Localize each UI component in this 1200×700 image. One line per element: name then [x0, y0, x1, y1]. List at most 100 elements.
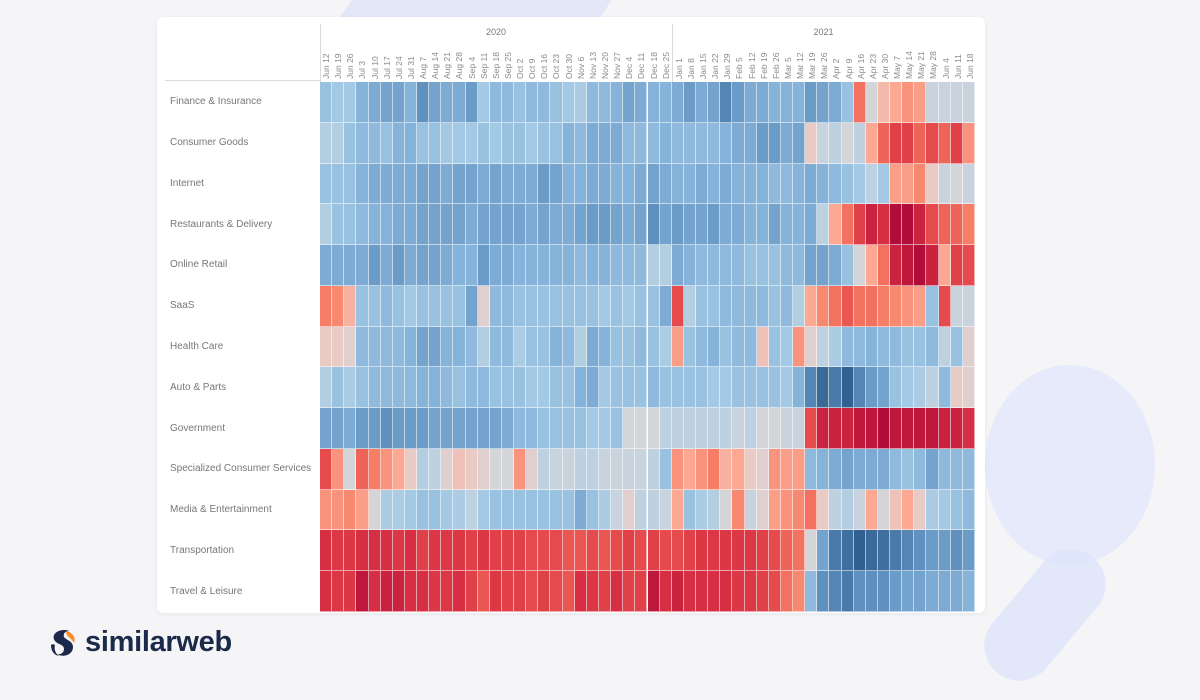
heatmap-cell: [902, 571, 915, 612]
heatmap-cell: [708, 530, 721, 572]
heatmap-cell: [611, 245, 624, 286]
heatmap-cell: [562, 408, 575, 449]
column-label: Nov 6: [575, 56, 586, 79]
heatmap-cell: [962, 408, 975, 449]
heatmap-cell: [344, 326, 357, 368]
heatmap-cell: [793, 163, 806, 205]
column-label: May 21: [916, 51, 927, 79]
heatmap-cell: [404, 245, 418, 286]
heatmap-cell: [453, 326, 466, 368]
heatmap-cell: [938, 408, 951, 449]
heatmap-cell: [817, 367, 830, 409]
heatmap-cell: [671, 326, 684, 368]
heatmap-cell: [550, 204, 563, 246]
heatmap-cell: [768, 245, 781, 286]
heatmap-cell: [817, 82, 830, 123]
heatmap-cell: [914, 122, 927, 164]
heatmap-cell: [938, 245, 951, 286]
heatmap-cell: [744, 245, 757, 286]
heatmap-cell: [368, 163, 381, 205]
heatmap-cell: [332, 245, 345, 286]
heatmap-cell: [780, 82, 794, 123]
heatmap-cell: [465, 489, 478, 531]
heatmap-cell: [696, 326, 709, 368]
heatmap-cell: [890, 163, 903, 205]
heatmap-cell: [708, 408, 721, 449]
heatmap-cell: [671, 245, 684, 286]
heatmap-cell: [514, 326, 527, 368]
heatmap-cell: [465, 122, 478, 164]
heatmap-cell: [817, 408, 830, 449]
heatmap-cell: [683, 82, 696, 123]
heatmap-cell: [865, 82, 878, 123]
heatmap-cell: [890, 326, 903, 368]
heatmap-cell: [623, 530, 636, 572]
heatmap-cell: [756, 367, 769, 409]
heatmap-cell: [756, 571, 769, 612]
heatmap-cell: [938, 204, 951, 246]
heatmap-cell: [441, 163, 454, 205]
heatmap-cell: [453, 204, 466, 246]
heatmap-cell: [392, 285, 405, 327]
heatmap-cell: [574, 408, 587, 449]
column-label: Aug 14: [430, 52, 441, 79]
heatmap-cell: [489, 448, 502, 490]
heatmap-cell: [356, 245, 369, 286]
column-label: Apr 2: [831, 58, 842, 79]
heatmap-cell: [962, 571, 975, 612]
heatmap-cell: [344, 82, 357, 123]
heatmap-cell: [720, 163, 733, 205]
heatmap-cell: [635, 122, 648, 164]
heatmap-cell: [550, 530, 563, 572]
heatmap-cell: [780, 367, 794, 409]
heatmap-cell: [489, 530, 502, 572]
heatmap-cell: [829, 367, 842, 409]
heatmap-cell: [841, 82, 854, 123]
heatmap-cell: [756, 489, 769, 531]
heatmap-cell: [526, 285, 539, 327]
heatmap-cell: [392, 571, 405, 612]
heatmap-cell: [332, 122, 345, 164]
heatmap-cell: [805, 163, 818, 205]
heatmap-cell: [392, 82, 405, 123]
heatmap-cell: [623, 489, 636, 531]
heatmap-cell: [489, 82, 502, 123]
heatmap-cell: [902, 326, 915, 368]
heatmap-cell: [647, 408, 660, 449]
heatmap-cell: [635, 245, 648, 286]
heatmap-cell: [671, 367, 684, 409]
heatmap-cell: [598, 367, 612, 409]
heatmap-cell: [586, 448, 599, 490]
heatmap-cell: [477, 326, 490, 368]
heatmap-cell: [696, 367, 709, 409]
heatmap-cell: [732, 571, 745, 612]
heatmap-cell: [780, 326, 794, 368]
heatmap-cell: [696, 163, 709, 205]
heatmap-cell: [320, 326, 333, 368]
heatmap-cell: [380, 571, 393, 612]
heatmap-cell: [550, 122, 563, 164]
heatmap-cell: [708, 571, 721, 612]
heatmap-cell: [659, 163, 672, 205]
heatmap-cell: [696, 82, 709, 123]
row-label: Consumer Goods: [170, 137, 249, 149]
heatmap-cell: [538, 285, 551, 327]
heatmap-cell: [514, 163, 527, 205]
heatmap-cell: [683, 245, 696, 286]
heatmap-cell: [902, 285, 915, 327]
heatmap-cell: [793, 530, 806, 572]
heatmap-cell: [865, 571, 878, 612]
heatmap-cell: [453, 367, 466, 409]
heatmap-cell: [356, 82, 369, 123]
heatmap-cell: [877, 408, 891, 449]
heatmap-cell: [938, 489, 951, 531]
heatmap-cell: [732, 326, 745, 368]
heatmap-cell: [477, 82, 490, 123]
heatmap-cell: [793, 367, 806, 409]
heatmap-cell: [453, 448, 466, 490]
heatmap-cell: [320, 571, 333, 612]
heatmap-cell: [623, 571, 636, 612]
heatmap-cell: [404, 408, 418, 449]
heatmap-cell: [538, 530, 551, 572]
column-label: Jun 11: [952, 54, 963, 79]
